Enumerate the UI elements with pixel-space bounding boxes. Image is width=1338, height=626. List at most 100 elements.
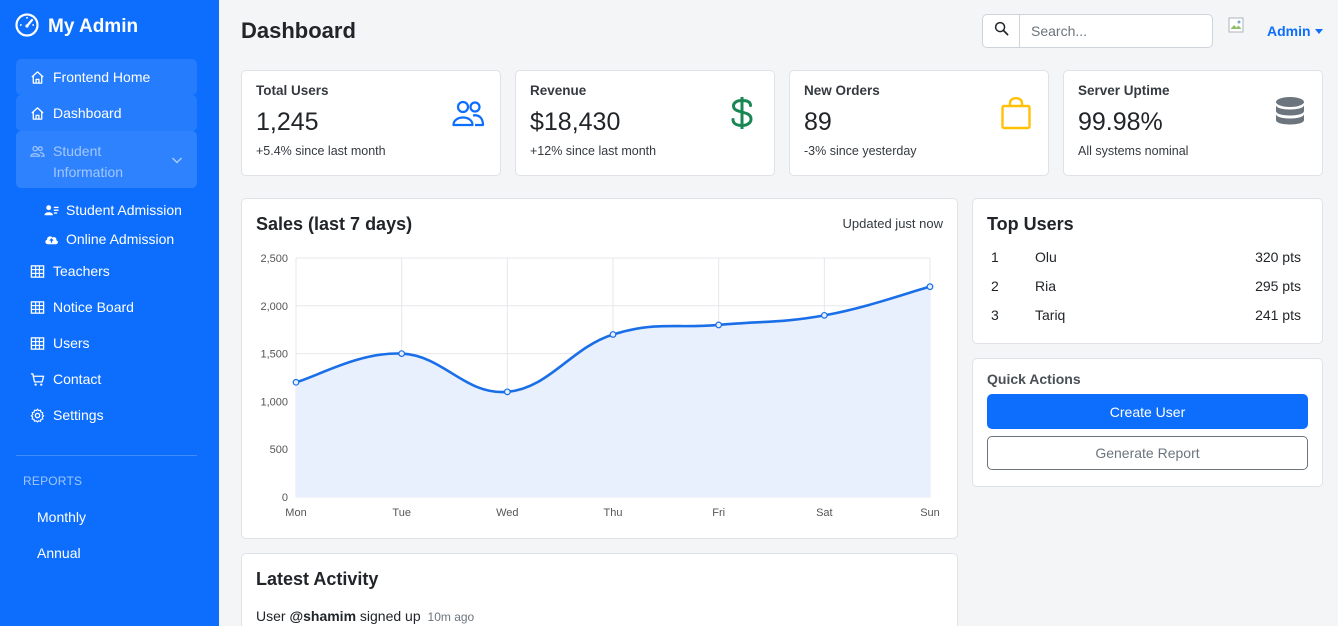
table-icon [30, 300, 45, 315]
avatar[interactable] [1228, 17, 1244, 33]
report-link-monthly[interactable]: Monthly [37, 509, 87, 525]
user-rank: 3 [991, 307, 999, 323]
sidebar-item-dashboard[interactable]: Dashboard [16, 95, 197, 131]
y-tick-label: 2,000 [260, 301, 288, 313]
latest-activity-card: Latest Activity User @shamim signed up 1… [241, 553, 958, 626]
home-icon [30, 106, 45, 121]
y-tick-label: 1,000 [260, 396, 288, 408]
speedometer-icon [14, 11, 40, 43]
user-name: Olu [1035, 249, 1057, 265]
dollar-icon [724, 95, 760, 131]
sidebar-item-label: Frontend Home [53, 69, 151, 85]
person-card-icon [44, 203, 59, 218]
user-rank: 2 [991, 278, 999, 294]
sidebar-item-student-admission[interactable]: Student Admission [44, 198, 182, 222]
home-icon [30, 70, 45, 85]
stat-card-total-users: Total Users 1,245 +5.4% since last month [241, 70, 501, 176]
data-point [398, 350, 406, 358]
gear-icon [30, 408, 45, 423]
y-tick-label: 2,500 [260, 253, 288, 265]
user-points: 320 pts [1255, 249, 1301, 265]
sidebar-item-online-admission[interactable]: Online Admission [44, 227, 174, 251]
user-menu-label: Admin [1267, 23, 1311, 39]
card-title: Quick Actions [987, 371, 1081, 387]
quick-actions-card: Quick Actions Create User Generate Repor… [972, 358, 1323, 487]
sidebar-item-label: Users [53, 335, 90, 351]
table-icon [30, 264, 45, 279]
activity-prefix: User [256, 608, 286, 624]
data-point [926, 283, 934, 291]
generate-report-button[interactable]: Generate Report [987, 436, 1308, 470]
activity-time: 10m ago [427, 610, 475, 624]
sidebar-item-label: Contact [53, 371, 102, 387]
stat-card-new-orders: New Orders 89 -3% since yesterday [789, 70, 1049, 176]
sidebar-item-frontend-home[interactable]: Frontend Home [16, 59, 197, 95]
stat-change: All systems nominal [1078, 144, 1189, 158]
sidebar-divider [16, 455, 197, 456]
y-tick-label: 1,500 [260, 349, 288, 361]
area-fill [296, 286, 930, 497]
stat-value: $18,430 [530, 108, 621, 136]
sidebar-item-label: Student Admission [66, 202, 182, 218]
caret-down-icon [1314, 28, 1323, 34]
chevron-down-icon [171, 151, 183, 164]
stat-value: 99.98% [1078, 108, 1163, 136]
user-points: 241 pts [1255, 307, 1301, 323]
sidebar-item-contact[interactable]: Contact [16, 364, 197, 394]
sidebar-item-label: Dashboard [53, 105, 122, 121]
stat-card-server-uptime: Server Uptime 99.98% All systems nominal [1063, 70, 1323, 176]
stat-change: +12% since last month [530, 144, 657, 158]
user-menu[interactable]: Admin [1267, 23, 1323, 39]
card-title: Latest Activity [256, 569, 379, 589]
activity-item: User @shamim signed up 10m ago [256, 608, 474, 624]
stat-change: -3% since yesterday [804, 144, 917, 158]
table-row: 1 Olu 320 pts [987, 246, 1305, 268]
create-user-button[interactable]: Create User [987, 394, 1308, 429]
card-title: Sales (last 7 days) [256, 214, 413, 234]
search-input[interactable] [1020, 15, 1210, 47]
stat-card-revenue: Revenue $18,430 +12% since last month [515, 70, 775, 176]
page-title: Dashboard [241, 18, 356, 43]
y-tick-label: 500 [270, 444, 288, 456]
sidebar-item-label: Settings [53, 407, 104, 423]
sidebar-item-label: Online Admission [66, 231, 175, 247]
data-point [820, 311, 828, 319]
reports-heading: REPORTS [23, 474, 83, 488]
sales-line-chart: 0 500 1,000 1,500 2,000 2,500 Mon Tue Wed Thu Fri S… [260, 253, 940, 519]
data-point [715, 321, 723, 329]
user-name: Tariq [1035, 307, 1066, 323]
report-link-annual[interactable]: Annual [37, 545, 81, 561]
sales-chart-card: Sales (last 7 days) Updated just now 0 50… [241, 198, 958, 539]
data-point [609, 331, 617, 338]
stat-label: Total Users [256, 83, 329, 98]
activity-user[interactable]: @shamim [289, 608, 357, 624]
x-tick-label: Fri [712, 507, 725, 519]
stat-value: 1,245 [256, 108, 319, 136]
x-tick-label: Mon [285, 507, 306, 519]
card-title: Top Users [987, 214, 1074, 234]
table-row: 3 Tariq 241 pts [987, 304, 1305, 326]
x-tick-label: Thu [604, 507, 623, 519]
brand-name: My Admin [48, 16, 139, 37]
sidebar-item-student-information[interactable]: Student Information [16, 131, 197, 188]
sidebar-item-users[interactable]: Users [16, 328, 197, 358]
top-users-card: Top Users 1 Olu 320 pts 2 Ria 295 pts 3 … [972, 198, 1323, 344]
cloud-upload-icon [44, 232, 59, 247]
x-tick-label: Sat [816, 507, 833, 519]
brand[interactable]: My Admin [14, 11, 139, 43]
stat-change: +5.4% since last month [256, 144, 386, 158]
updated-note: Updated just now [842, 216, 943, 231]
sidebar-item-notice-board[interactable]: Notice Board [16, 292, 197, 322]
people-icon [450, 95, 486, 131]
activity-action: signed up [359, 608, 421, 624]
user-points: 295 pts [1255, 278, 1301, 294]
search-box [982, 14, 1213, 48]
sidebar-item-settings[interactable]: Settings [16, 400, 197, 430]
sidebar: My Admin Frontend Home Dashboard Student… [0, 0, 219, 626]
search-button[interactable] [983, 15, 1020, 47]
y-tick-label: 0 [282, 492, 288, 504]
sidebar-item-teachers[interactable]: Teachers [16, 256, 197, 286]
x-tick-label: Sun [920, 507, 940, 519]
stat-value: 89 [804, 108, 832, 136]
table-row: 2 Ria 295 pts [987, 275, 1305, 297]
